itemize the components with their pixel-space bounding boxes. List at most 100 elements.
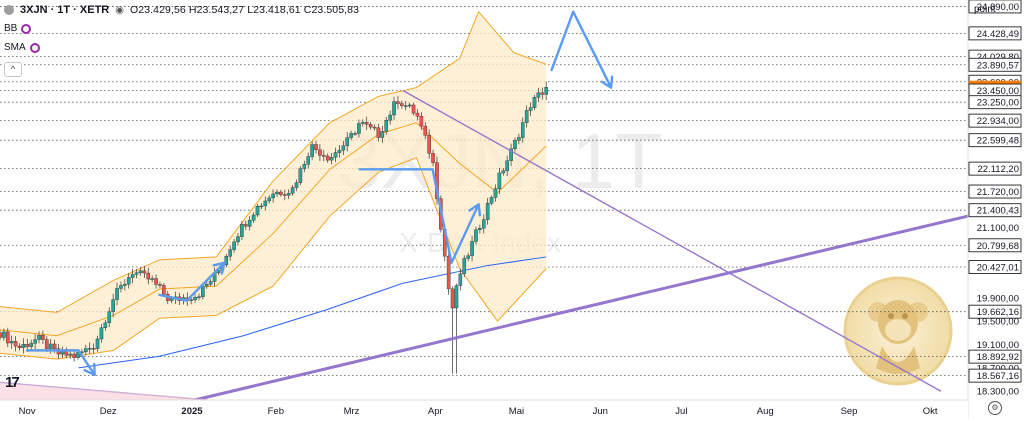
time-tick-label: Jun (593, 406, 608, 417)
candle-body (353, 133, 357, 135)
candle-body (115, 288, 119, 300)
candle-body (228, 249, 232, 257)
symbol-title[interactable]: 3XJN · 1T · XETR (20, 4, 110, 16)
candle-body (72, 353, 76, 358)
price-tick-label: 21.400,43 (977, 206, 1019, 217)
candle-body (25, 343, 30, 347)
arrowhead (212, 261, 226, 275)
eye-icon[interactable]: ◉ (115, 4, 124, 16)
candle-body (2, 331, 6, 338)
candle-body (454, 285, 459, 309)
time-tick-label: Dez (100, 406, 117, 417)
candle-body (142, 270, 147, 274)
price-tick-label: 19.100,00 (977, 340, 1019, 351)
candle-body (505, 160, 509, 171)
candle-body (146, 272, 151, 280)
trendline (402, 89, 942, 392)
candle-body (361, 122, 365, 124)
time-tick-label: Mai (509, 406, 524, 417)
candle-body (493, 188, 498, 198)
arrowhead (468, 203, 482, 217)
candle-body (497, 172, 502, 189)
price-tick-label: 24.029,80 (977, 52, 1019, 63)
candle-body (470, 241, 474, 256)
candle-body (372, 126, 377, 129)
candle-body (126, 277, 131, 285)
price-level-tag (968, 161, 1022, 176)
indicator-sma[interactable]: SMA (4, 42, 40, 53)
red-zone (0, 382, 217, 400)
candle-body (329, 157, 334, 161)
candle-body (286, 192, 291, 196)
candle-body (427, 134, 431, 154)
price-tick-label: 19.900,00 (977, 293, 1019, 304)
candle-body (111, 299, 115, 312)
candle-body (403, 105, 408, 107)
candle-body (341, 145, 346, 151)
candle-body (275, 191, 279, 195)
candle-body (400, 103, 404, 106)
candle-body (388, 114, 392, 121)
gear-icon[interactable]: ⚙ (988, 401, 1002, 415)
price-tick-label: 21.720,00 (977, 187, 1019, 198)
price-level-tag (968, 113, 1022, 128)
candle-body (489, 197, 494, 204)
price-level-tag (968, 0, 1022, 14)
indicator-settings-icon[interactable] (29, 42, 40, 53)
symbol-row: 3XJN · 1T · XETR ◉ O23.429,56 H23.543,27… (4, 4, 359, 16)
candle-body (485, 202, 490, 220)
candle-body (68, 353, 73, 356)
axis-unit-label[interactable]: point (974, 4, 996, 15)
candle-body (158, 284, 162, 286)
candle-body (119, 285, 123, 289)
candle-body (458, 273, 463, 286)
candle-body (520, 122, 525, 138)
price-tick-label: 19.500,00 (977, 317, 1019, 328)
candle-body (76, 352, 80, 358)
candle-body (290, 187, 295, 194)
candle-body (364, 122, 369, 125)
trendlines[interactable] (0, 89, 969, 402)
indicator-bb[interactable]: BB (4, 23, 32, 34)
candle-body (446, 255, 451, 290)
drawn-arrows[interactable] (25, 10, 614, 377)
tradingview-logo[interactable]: 17 (5, 374, 20, 391)
symbol-logo-icon (4, 5, 14, 15)
candle-body (478, 228, 482, 230)
arrow-path (358, 168, 480, 264)
price-level-tag (968, 304, 1022, 319)
price-tick-label: 22.112,20 (977, 164, 1019, 175)
candle-body (259, 205, 264, 208)
price-tick-label: 22.599,48 (977, 136, 1019, 147)
bb-upper-line (0, 10, 547, 313)
candle-body (318, 149, 322, 156)
candle-body (13, 341, 18, 347)
time-tick-label: Feb (268, 406, 284, 417)
price-tick-label: 23.890,57 (977, 60, 1019, 71)
candle-body (138, 270, 143, 273)
time-axis[interactable]: Nov Dez 2025 Feb Mrz Apr Mai Jun Jul Aug Sep Okt (0, 399, 968, 420)
time-axis-bg (0, 400, 968, 420)
candle-body (314, 144, 318, 150)
candle-body (450, 288, 455, 309)
candle-body (189, 299, 193, 302)
candle-body (423, 125, 428, 136)
candle-body (544, 87, 548, 95)
candle-body (415, 112, 420, 117)
time-tick-label: Sep (841, 406, 858, 417)
candle-body (540, 92, 545, 95)
price-tick-label: 18.567,16 (977, 371, 1019, 382)
indicator-settings-icon[interactable] (21, 23, 32, 34)
collapse-legend-button[interactable]: ^ (4, 62, 22, 77)
time-tick-label: Mrz (344, 406, 360, 417)
candle-body (87, 348, 92, 350)
candle-body (37, 334, 41, 340)
price-axis[interactable]: 24.890,0024.428,4924.029,8023.890,5723.6… (967, 0, 1024, 420)
ohlc-values: O23.429,56 H23.543,27 L23.418,61 C23.505… (129, 4, 360, 16)
price-tick-label: 20.427,01 (977, 263, 1019, 274)
candle-body (384, 119, 389, 132)
candle-body (84, 348, 88, 353)
candle-body (17, 345, 22, 348)
